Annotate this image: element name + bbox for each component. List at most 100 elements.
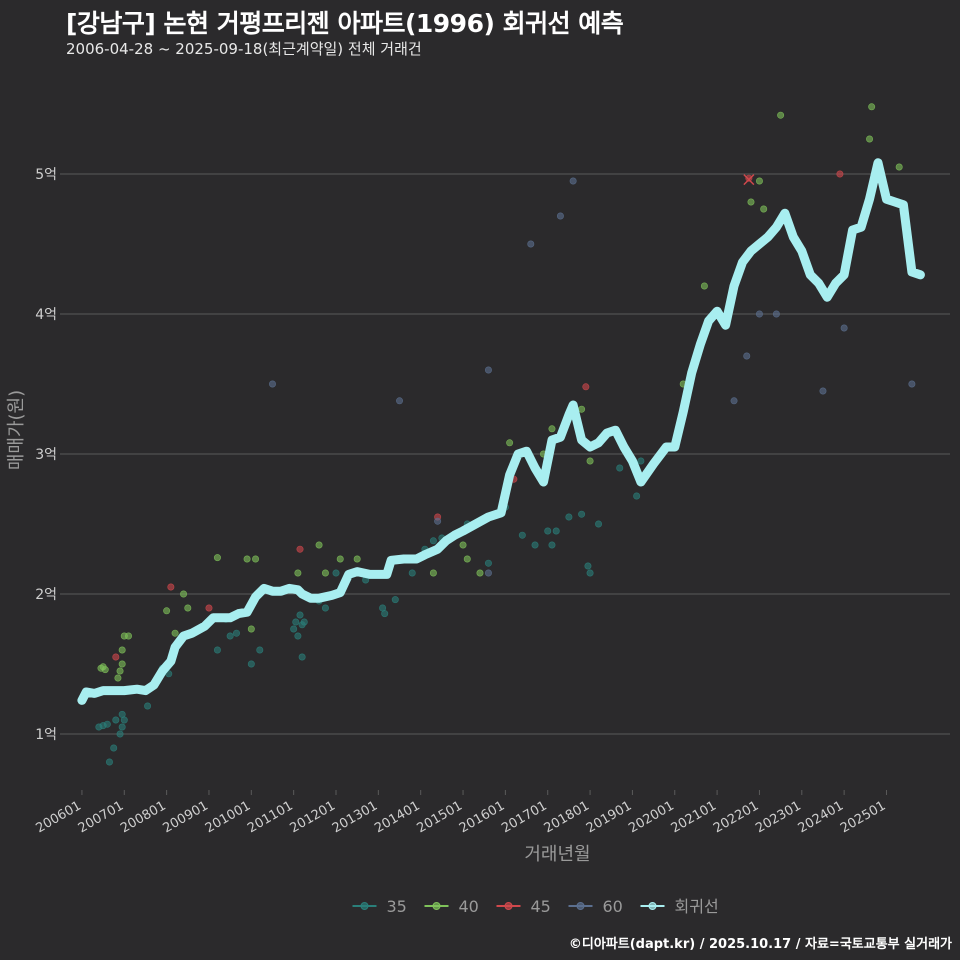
cross-marker	[743, 174, 755, 186]
data-point-40	[868, 103, 876, 111]
data-point-35	[633, 492, 641, 500]
data-point-35	[296, 611, 304, 619]
data-point-40	[243, 555, 251, 563]
data-point-40	[429, 569, 437, 577]
data-point-60	[743, 352, 751, 360]
data-point-35	[578, 510, 586, 518]
data-point-35	[116, 730, 124, 738]
data-point-40	[252, 555, 260, 563]
x-axis-title: 거래년월	[524, 844, 590, 865]
data-point-40	[777, 111, 785, 119]
data-point-40	[321, 569, 329, 577]
legend-swatch-dot	[504, 902, 513, 910]
data-point-35	[531, 541, 539, 549]
data-point-60	[772, 310, 780, 318]
data-point-35	[548, 541, 556, 549]
data-point-35	[103, 720, 111, 728]
data-point-35	[144, 702, 152, 710]
data-point-40	[171, 629, 179, 637]
data-point-35	[294, 632, 302, 640]
data-point-60	[755, 310, 763, 318]
data-point-35	[213, 646, 221, 654]
data-point-40	[247, 625, 255, 633]
data-point-60	[527, 240, 535, 248]
data-point-40	[578, 405, 586, 413]
data-point-45	[112, 653, 120, 661]
x-tick-label: 200901	[160, 798, 210, 836]
chart-subtitle: 2006-04-28 ~ 2025-09-18(최근계약일) 전체 거래건	[66, 40, 422, 58]
x-tick-label: 201501	[415, 798, 465, 836]
data-point-40	[101, 666, 109, 674]
legend-swatch-dot	[360, 902, 369, 910]
legend-label: 회귀선	[675, 897, 719, 916]
data-point-45	[836, 170, 844, 178]
data-point-40	[747, 198, 755, 206]
x-tick-label: 200801	[118, 798, 168, 836]
data-point-40	[755, 177, 763, 185]
data-point-40	[866, 135, 874, 143]
x-tick-label: 201201	[288, 798, 338, 836]
x-tick-label: 202401	[796, 798, 846, 836]
data-point-40	[586, 457, 594, 465]
data-point-35	[484, 559, 492, 567]
data-point-40	[163, 607, 171, 615]
legend-label: 35	[387, 897, 407, 916]
data-point-60	[908, 380, 916, 388]
legend-label: 40	[459, 897, 479, 916]
x-tick-label: 202501	[838, 798, 888, 836]
x-tick-label: 201001	[203, 798, 253, 836]
data-point-40	[760, 205, 768, 213]
x-tick-label: 201101	[245, 798, 295, 836]
data-point-40	[118, 660, 126, 668]
data-point-35	[110, 744, 118, 752]
x-tick-label: 201801	[542, 798, 592, 836]
x-tick-label: 202101	[669, 798, 719, 836]
data-point-40	[184, 604, 192, 612]
x-tick-label: 201601	[457, 798, 507, 836]
data-point-35	[616, 464, 624, 472]
data-point-45	[745, 174, 753, 182]
x-tick-label: 201701	[499, 798, 549, 836]
x-tick-label: 201401	[372, 798, 422, 836]
data-point-40	[125, 632, 133, 640]
y-tick-label: 2억	[35, 587, 57, 603]
data-point-40	[116, 667, 124, 675]
data-point-35	[381, 610, 389, 618]
data-point-35	[226, 632, 234, 640]
x-tick-label: 200701	[76, 798, 126, 836]
legend-swatch-dot	[576, 902, 585, 910]
data-point-35	[232, 629, 240, 637]
data-point-35	[586, 569, 594, 577]
x-tick-label: 202001	[626, 798, 676, 836]
data-point-35	[408, 569, 416, 577]
data-point-45	[582, 383, 590, 391]
data-point-35	[256, 646, 264, 654]
data-point-40	[459, 541, 467, 549]
data-point-40	[213, 554, 221, 562]
data-point-60	[396, 397, 404, 405]
data-point-35	[118, 710, 126, 718]
data-point-60	[819, 387, 827, 395]
data-point-40	[118, 646, 126, 654]
legend-swatch-dot	[648, 902, 657, 910]
data-point-35	[544, 527, 552, 535]
x-tick-label: 202301	[753, 798, 803, 836]
legend-label: 60	[603, 897, 623, 916]
data-point-35	[595, 520, 603, 528]
chart-title: [강남구] 논현 거평프리젠 아파트(1996) 회귀선 예측	[66, 9, 624, 38]
data-point-40	[336, 555, 344, 563]
data-point-40	[476, 569, 484, 577]
y-axis-title: 매매가(원)	[6, 390, 27, 470]
data-point-45	[296, 545, 304, 553]
data-point-35	[300, 618, 308, 626]
data-point-35	[118, 723, 126, 731]
regression-line	[77, 158, 925, 705]
data-point-35	[391, 596, 399, 604]
data-point-40	[294, 569, 302, 577]
source-credit: ©디아파트(dapt.kr) / 2025.10.17 / 자료=국토교통부 실…	[568, 937, 952, 952]
data-point-35	[584, 562, 592, 570]
data-point-40	[463, 555, 471, 563]
x-tick-label: 201301	[330, 798, 380, 836]
data-point-35	[105, 758, 113, 766]
data-point-35	[429, 537, 437, 545]
